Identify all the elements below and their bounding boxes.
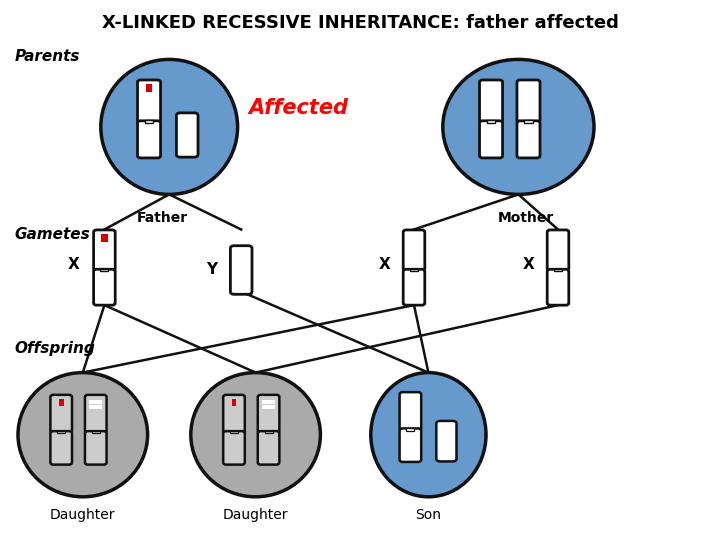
FancyBboxPatch shape [223,395,245,433]
FancyBboxPatch shape [403,230,425,271]
Bar [524,120,533,123]
Text: X: X [68,257,79,272]
Bar [89,401,102,404]
Text: X: X [523,257,534,272]
FancyBboxPatch shape [138,121,161,158]
FancyBboxPatch shape [138,80,161,122]
FancyBboxPatch shape [50,431,72,464]
Bar [59,399,63,406]
Bar [262,406,275,409]
Bar [408,236,420,239]
Text: Parents: Parents [14,49,80,64]
FancyBboxPatch shape [258,431,279,464]
FancyBboxPatch shape [230,246,252,294]
Bar [230,431,238,433]
FancyBboxPatch shape [517,121,540,158]
Bar [58,431,65,433]
Bar [146,84,152,92]
Ellipse shape [371,373,486,497]
Bar [487,120,495,123]
Text: Offspring: Offspring [14,341,95,356]
FancyBboxPatch shape [480,80,503,122]
Bar [100,268,108,272]
Text: Y: Y [207,262,217,278]
Text: Mother: Mother [498,211,554,225]
Bar [554,268,562,272]
Ellipse shape [443,59,594,194]
Text: X-LINKED RECESSIVE INHERITANCE: father affected: X-LINKED RECESSIVE INHERITANCE: father a… [102,14,618,31]
FancyBboxPatch shape [517,80,540,122]
Bar [552,236,564,239]
FancyBboxPatch shape [85,431,107,464]
FancyBboxPatch shape [258,395,279,433]
FancyBboxPatch shape [94,269,115,305]
Bar [262,401,275,404]
Bar [232,399,236,406]
Bar [92,431,99,433]
FancyBboxPatch shape [480,121,503,158]
Ellipse shape [18,373,148,497]
FancyBboxPatch shape [400,428,421,462]
Text: Father: Father [136,211,188,225]
Bar [406,428,415,430]
FancyBboxPatch shape [223,431,245,464]
Bar [404,403,417,406]
FancyBboxPatch shape [94,230,115,271]
Bar [89,406,102,409]
Text: Daughter: Daughter [223,508,288,522]
Ellipse shape [101,59,238,194]
Bar [101,234,108,242]
Text: Daughter: Daughter [50,508,115,522]
Bar [410,268,418,272]
Bar [265,431,273,433]
Bar [552,241,564,245]
FancyBboxPatch shape [176,113,198,157]
Bar [521,86,536,90]
Bar [484,86,498,90]
FancyBboxPatch shape [436,421,456,461]
FancyBboxPatch shape [85,395,107,433]
Text: Gametes: Gametes [14,227,90,242]
Bar [484,92,498,95]
Bar [521,92,536,95]
FancyBboxPatch shape [547,230,569,271]
FancyBboxPatch shape [50,395,72,433]
Text: Affected: Affected [249,98,348,118]
Bar [408,241,420,245]
Bar [145,120,153,123]
Ellipse shape [191,373,320,497]
FancyBboxPatch shape [547,269,569,305]
Text: Son: Son [415,508,441,522]
FancyBboxPatch shape [400,392,421,430]
Text: X: X [379,257,390,272]
Bar [404,398,417,401]
FancyBboxPatch shape [403,269,425,305]
